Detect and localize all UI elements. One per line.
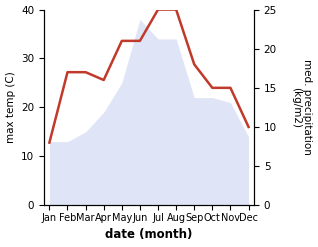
X-axis label: date (month): date (month): [105, 228, 193, 242]
Y-axis label: med. precipitation
(kg/m2): med. precipitation (kg/m2): [291, 60, 313, 155]
Y-axis label: max temp (C): max temp (C): [5, 72, 16, 143]
